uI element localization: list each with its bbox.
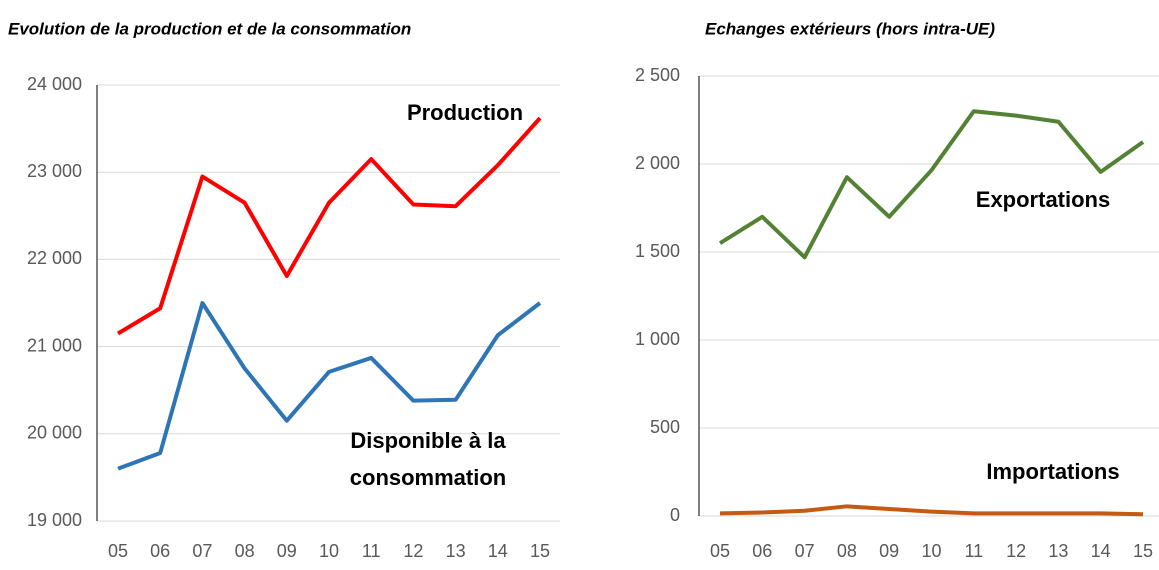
x-tick-label: 10 bbox=[319, 541, 339, 561]
series-label: Disponible à la consommation bbox=[349, 428, 507, 490]
series-line bbox=[116, 116, 542, 336]
x-tick-label: 09 bbox=[879, 541, 899, 561]
x-tick-label: 15 bbox=[1133, 541, 1153, 561]
y-tick-label: 2 500 bbox=[635, 65, 680, 85]
series-line bbox=[718, 109, 1145, 260]
x-tick-label: 06 bbox=[752, 541, 772, 561]
series-line bbox=[719, 504, 1144, 517]
series-label: Importations bbox=[986, 459, 1119, 484]
x-tick-label: 15 bbox=[530, 541, 550, 561]
x-tick-label: 08 bbox=[837, 541, 857, 561]
series-label: Exportations bbox=[976, 187, 1110, 212]
y-tick-label: 22 000 bbox=[27, 248, 82, 268]
y-tick-label: 2 000 bbox=[635, 153, 680, 173]
x-tick-label: 05 bbox=[710, 541, 730, 561]
x-tick-label: 09 bbox=[277, 541, 297, 561]
x-tick-label: 14 bbox=[488, 541, 508, 561]
chart-title: Evolution de la production et de la cons… bbox=[8, 19, 411, 38]
x-tick-label: 13 bbox=[446, 541, 466, 561]
x-tick-label: 10 bbox=[921, 541, 941, 561]
x-tick-label: 12 bbox=[403, 541, 423, 561]
x-tick-label: 07 bbox=[192, 541, 212, 561]
x-tick-label: 08 bbox=[235, 541, 255, 561]
y-tick-label: 21 000 bbox=[27, 335, 82, 355]
y-tick-label: 500 bbox=[650, 417, 680, 437]
series-label-text: Disponible à la consommation bbox=[349, 428, 507, 490]
x-tick-label: 11 bbox=[362, 541, 381, 561]
y-tick-label: 23 000 bbox=[27, 161, 82, 181]
x-tick-label: 11 bbox=[964, 541, 983, 561]
y-tick-label: 24 000 bbox=[27, 74, 82, 94]
y-tick-label: 1 000 bbox=[635, 329, 680, 349]
x-tick-label: 07 bbox=[795, 541, 815, 561]
y-tick-label: 20 000 bbox=[27, 423, 82, 443]
x-tick-label: 14 bbox=[1091, 541, 1111, 561]
x-tick-label: 13 bbox=[1048, 541, 1068, 561]
chart-title: Echanges extérieurs (hors intra-UE) bbox=[705, 19, 995, 38]
x-tick-label: 05 bbox=[108, 541, 128, 561]
x-tick-label: 06 bbox=[150, 541, 170, 561]
series-line bbox=[117, 301, 542, 471]
y-tick-label: 1 500 bbox=[635, 241, 680, 261]
x-tick-label: 12 bbox=[1006, 541, 1026, 561]
y-tick-label: 19 000 bbox=[27, 510, 82, 530]
series-label: Production bbox=[407, 100, 523, 125]
y-tick-label: 0 bbox=[670, 505, 680, 525]
